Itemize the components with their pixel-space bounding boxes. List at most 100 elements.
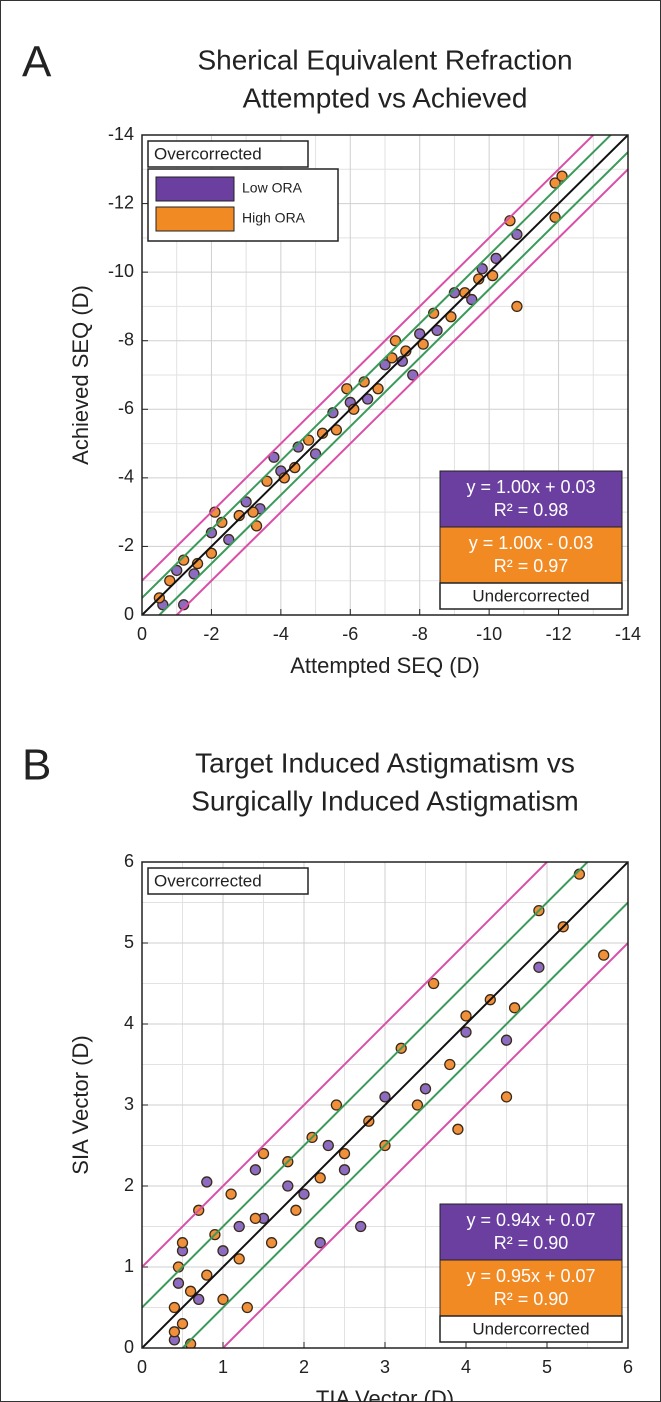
fit-box <box>439 470 623 528</box>
x-tick-label: 3 <box>380 1357 390 1377</box>
data-point <box>358 376 370 388</box>
y-axis-label: SIA Vector (D) <box>68 1035 93 1174</box>
data-point <box>233 509 245 522</box>
reference-line <box>142 862 628 1348</box>
y-tick-label: 2 <box>124 1175 134 1195</box>
data-point <box>205 547 218 559</box>
reference-line <box>142 862 549 1268</box>
data-point <box>407 369 419 381</box>
chart-title: Sherical Equivalent Refraction <box>197 44 572 75</box>
fit-r2: R² = 0.97 <box>494 556 569 576</box>
data-point <box>476 263 488 275</box>
x-tick-label: 4 <box>461 1357 471 1377</box>
under-label: Undercorrected <box>472 586 589 605</box>
panel-label: A <box>22 38 52 87</box>
x-tick-label: -2 <box>203 624 219 644</box>
fit-equation: y = 0.95x + 0.07 <box>466 1266 595 1286</box>
data-point <box>249 1164 262 1176</box>
data-point <box>223 533 235 546</box>
over-label: Overcorrected <box>154 144 262 163</box>
fit-equation: y = 1.00x - 0.03 <box>469 533 594 553</box>
data-point <box>233 1220 245 1233</box>
x-tick-label: -4 <box>273 624 289 644</box>
data-point <box>261 475 273 487</box>
x-axis-label: Attempted SEQ (D) <box>290 653 480 678</box>
fit-r2: R² = 0.90 <box>494 1289 569 1309</box>
data-point <box>309 448 322 460</box>
data-point <box>473 273 485 285</box>
data-point <box>292 441 304 453</box>
x-axis-label: TIA Vector (D) <box>316 1386 454 1402</box>
data-point <box>298 1188 310 1200</box>
data-point <box>389 335 402 347</box>
x-tick-label: -6 <box>342 624 358 644</box>
x-tick-label: -12 <box>546 624 572 644</box>
data-point <box>504 215 516 227</box>
data-point <box>176 1237 189 1249</box>
data-point <box>247 506 259 518</box>
data-point <box>302 434 315 446</box>
data-point <box>249 1212 262 1225</box>
data-point <box>444 1058 456 1071</box>
data-point <box>278 472 290 484</box>
y-tick-label: -2 <box>118 535 134 555</box>
reference-line <box>142 135 628 615</box>
data-point <box>466 293 478 306</box>
x-tick-label: 0 <box>137 1357 147 1377</box>
data-point <box>549 177 561 189</box>
fit-equation: y = 0.94x + 0.07 <box>466 1210 595 1230</box>
plot-layer <box>142 135 628 615</box>
data-point <box>372 383 384 395</box>
data-point <box>460 1026 472 1038</box>
data-point <box>176 1318 189 1330</box>
data-point <box>205 527 218 539</box>
fit-equation: y = 1.00x + 0.03 <box>466 477 595 497</box>
y-tick-label: 0 <box>124 604 134 624</box>
data-point <box>386 352 398 364</box>
data-point <box>511 300 523 313</box>
data-point <box>445 311 457 323</box>
y-tick-label: -12 <box>108 192 134 212</box>
legend-swatch <box>155 176 235 202</box>
chart-title: Surgically Induced Astigmatism <box>191 785 579 816</box>
over-box <box>147 867 309 895</box>
data-point <box>257 1147 270 1160</box>
data-point <box>217 1293 229 1306</box>
plot-border <box>141 134 629 616</box>
data-point <box>164 575 176 587</box>
y-tick-label: 0 <box>124 1337 134 1357</box>
data-point <box>500 1034 513 1046</box>
data-point <box>338 1147 351 1160</box>
fit-box <box>439 1203 623 1261</box>
chart-title: Target Induced Astigmatism vs <box>195 747 575 778</box>
data-point <box>419 1083 432 1095</box>
data-point <box>361 393 374 405</box>
reference-line <box>142 135 595 582</box>
data-point <box>289 461 301 474</box>
fit-r2: R² = 0.98 <box>494 500 569 520</box>
data-point <box>327 407 339 419</box>
x-tick-label: -14 <box>615 624 641 644</box>
data-point <box>396 355 409 367</box>
data-point <box>549 211 561 223</box>
data-point <box>414 328 426 340</box>
data-point <box>348 403 360 415</box>
y-tick-label: -10 <box>108 261 134 281</box>
data-point <box>178 554 190 566</box>
data-point <box>201 1269 213 1281</box>
x-tick-label: -10 <box>476 624 502 644</box>
reference-line <box>221 942 628 1348</box>
fit-box <box>439 1259 623 1317</box>
x-tick-label: 6 <box>623 1357 633 1377</box>
x-tick-label: -8 <box>412 624 428 644</box>
y-tick-label: -4 <box>118 467 134 487</box>
data-point <box>431 324 443 337</box>
data-point <box>490 252 502 265</box>
data-point <box>188 568 200 580</box>
data-point <box>265 1237 278 1249</box>
reference-line <box>175 168 628 615</box>
reference-line <box>181 901 628 1348</box>
data-point <box>184 1285 197 1297</box>
y-tick-label: -14 <box>108 124 134 144</box>
over-label: Overcorrected <box>154 871 262 890</box>
